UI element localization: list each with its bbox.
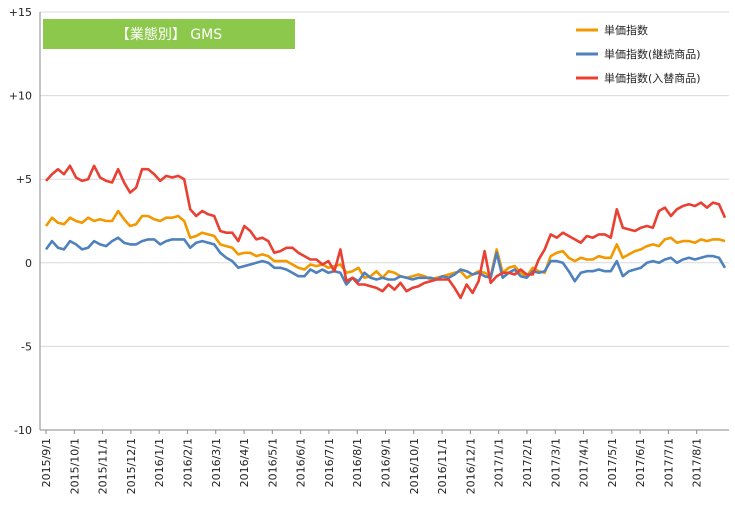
chart-title: 【業態別】 GMS bbox=[43, 19, 295, 49]
series-line-3 bbox=[45, 164, 727, 300]
x-tick-label: 2016/6/1 bbox=[295, 438, 308, 487]
x-tick-label: 2017/6/1 bbox=[634, 438, 647, 487]
x-tick-label: 2016/12/1 bbox=[464, 438, 477, 494]
x-tick-label: 2016/9/1 bbox=[380, 438, 393, 487]
x-tick-label: 2015/9/1 bbox=[40, 438, 53, 487]
legend-label-2: 単価指数(継続商品) bbox=[604, 47, 701, 61]
x-tick-label: 2017/7/1 bbox=[662, 438, 675, 487]
legend-label-3: 単価指数(入替商品) bbox=[604, 71, 701, 85]
x-tick-label: 2016/10/1 bbox=[408, 438, 421, 494]
x-tick-label: 2017/1/1 bbox=[493, 438, 506, 487]
legend-label-1: 単価指数 bbox=[604, 23, 648, 37]
x-tick-label: 2017/3/1 bbox=[549, 438, 562, 487]
x-tick-label: 2016/1/1 bbox=[153, 438, 166, 487]
x-tick-label: 2016/7/1 bbox=[323, 438, 336, 487]
x-tick-label: 2015/11/1 bbox=[97, 438, 110, 494]
x-tick-label: 2017/2/1 bbox=[521, 438, 534, 487]
x-tick-label: 2016/5/1 bbox=[266, 438, 279, 487]
y-tick-label: +15 bbox=[9, 6, 32, 19]
x-tick-label: 2016/11/1 bbox=[436, 438, 449, 494]
x-tick-label: 2016/4/1 bbox=[238, 438, 251, 487]
x-tick-label: 2017/5/1 bbox=[606, 438, 619, 487]
x-tick-label: 2016/2/1 bbox=[181, 438, 194, 487]
series-line-1 bbox=[44, 209, 726, 281]
x-tick-label: 2016/3/1 bbox=[210, 438, 223, 487]
y-tick-label: 0 bbox=[25, 257, 32, 270]
y-tick-label: +10 bbox=[9, 90, 32, 103]
series-line-2 bbox=[44, 236, 727, 286]
x-tick-label: 2015/12/1 bbox=[125, 438, 138, 494]
x-tick-label: 2016/8/1 bbox=[351, 438, 364, 487]
x-tick-label: 2017/4/1 bbox=[578, 438, 591, 487]
y-tick-label: +5 bbox=[16, 173, 32, 186]
y-tick-label: -10 bbox=[14, 424, 32, 437]
y-tick-label: -5 bbox=[21, 340, 32, 353]
x-tick-label: 2017/8/1 bbox=[691, 438, 704, 487]
x-tick-label: 2015/10/1 bbox=[68, 438, 81, 494]
